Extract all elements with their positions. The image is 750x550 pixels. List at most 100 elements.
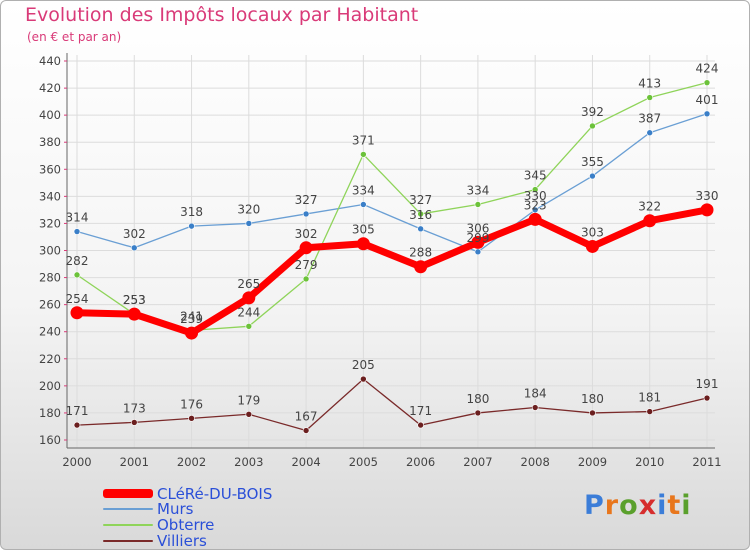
y-tick-label: 160 bbox=[39, 433, 61, 447]
data-point-cl-r-du-bois bbox=[471, 235, 485, 249]
data-point-cl-r-du-bois bbox=[585, 239, 599, 253]
y-tick-label: 400 bbox=[39, 108, 61, 122]
data-label-cl-r-du-bois: 322 bbox=[638, 200, 661, 214]
data-point-murs bbox=[188, 222, 195, 230]
chart-subtitle: (en € et par an) bbox=[27, 30, 122, 44]
logo-letter: o bbox=[619, 490, 639, 521]
logo-letter: P bbox=[584, 490, 605, 521]
data-point-obterre bbox=[589, 122, 596, 130]
data-label-cl-r-du-bois: 265 bbox=[237, 277, 260, 291]
data-label-obterre: 334 bbox=[466, 183, 489, 197]
series-line-obterre bbox=[76, 82, 708, 332]
data-point-obterre bbox=[474, 201, 482, 208]
y-tick-label: 200 bbox=[39, 379, 61, 393]
data-label-cl-r-du-bois: 253 bbox=[123, 293, 146, 307]
data-label-villiers: 181 bbox=[638, 391, 661, 405]
x-tick-label: 2004 bbox=[291, 455, 320, 469]
data-point-murs bbox=[360, 201, 367, 208]
data-label-murs: 314 bbox=[66, 211, 89, 225]
y-tick-label: 380 bbox=[39, 135, 61, 149]
data-label-cl-r-du-bois: 254 bbox=[66, 292, 89, 306]
data-point-cl-r-du-bois bbox=[299, 241, 313, 255]
data-point-villiers bbox=[703, 394, 711, 402]
y-tick-label: 420 bbox=[39, 81, 61, 95]
data-point-villiers bbox=[531, 404, 539, 411]
data-label-cl-r-du-bois: 323 bbox=[524, 198, 547, 212]
data-label-murs: 320 bbox=[237, 202, 260, 216]
data-point-murs bbox=[589, 172, 596, 180]
data-point-cl-r-du-bois bbox=[127, 307, 141, 321]
data-label-murs: 299 bbox=[466, 231, 489, 245]
legend-swatch-clere-du-bois bbox=[103, 489, 153, 498]
data-label-obterre: 424 bbox=[696, 62, 719, 76]
data-point-obterre bbox=[245, 322, 253, 330]
data-point-villiers bbox=[130, 419, 138, 426]
x-tick-label: 2002 bbox=[177, 455, 206, 469]
data-label-obterre: 279 bbox=[295, 258, 318, 272]
data-point-villiers bbox=[302, 427, 310, 434]
data-label-murs: 318 bbox=[180, 205, 203, 219]
data-label-murs: 387 bbox=[638, 112, 661, 126]
data-point-murs bbox=[302, 210, 310, 218]
legend-label-obterre: Obterre bbox=[157, 516, 215, 534]
data-point-villiers bbox=[245, 410, 253, 418]
data-label-villiers: 191 bbox=[696, 377, 719, 391]
x-tick-label: 2008 bbox=[521, 455, 550, 469]
data-label-villiers: 184 bbox=[524, 387, 547, 401]
data-label-cl-r-du-bois: 288 bbox=[409, 246, 432, 260]
x-tick-label: 2011 bbox=[692, 455, 721, 469]
data-label-villiers: 167 bbox=[295, 410, 318, 424]
y-tick-label: 240 bbox=[39, 325, 61, 339]
data-point-villiers bbox=[73, 421, 81, 429]
data-point-villiers bbox=[589, 409, 596, 417]
data-point-cl-r-du-bois bbox=[700, 203, 714, 217]
data-label-murs: 316 bbox=[409, 208, 432, 222]
x-tick-label: 2006 bbox=[406, 455, 435, 469]
series-line-cl-r-du-bois bbox=[73, 206, 711, 337]
x-tick-label: 2000 bbox=[62, 455, 91, 469]
data-label-murs: 327 bbox=[295, 193, 318, 207]
data-point-obterre bbox=[417, 210, 424, 218]
legend-label-clere-du-bois: CLéRé-DU-BOIS bbox=[157, 485, 273, 503]
data-label-obterre: 392 bbox=[581, 105, 604, 119]
data-label-obterre: 345 bbox=[524, 169, 547, 183]
legend-swatch-villiers bbox=[103, 540, 153, 542]
x-tick-label: 2003 bbox=[234, 455, 263, 469]
legend-swatch-obterre bbox=[103, 524, 153, 526]
data-point-murs bbox=[646, 129, 654, 137]
y-tick-label: 260 bbox=[39, 298, 61, 312]
data-point-murs bbox=[73, 228, 81, 235]
data-label-obterre: 282 bbox=[66, 254, 89, 268]
data-label-villiers: 173 bbox=[123, 401, 146, 415]
data-point-murs bbox=[703, 110, 711, 118]
data-label-obterre: 244 bbox=[237, 305, 260, 319]
logo-letter: i bbox=[681, 490, 692, 521]
data-point-villiers bbox=[360, 375, 367, 383]
logo-letter: x bbox=[638, 490, 658, 521]
y-tick-label: 300 bbox=[39, 244, 61, 258]
logo-letter: t bbox=[667, 490, 682, 521]
data-label-cl-r-du-bois: 302 bbox=[295, 227, 318, 241]
legend-label-murs: Murs bbox=[157, 500, 194, 518]
data-label-villiers: 176 bbox=[180, 397, 203, 411]
data-point-cl-r-du-bois bbox=[414, 260, 428, 274]
data-point-cl-r-du-bois bbox=[185, 326, 199, 340]
data-point-cl-r-du-bois bbox=[70, 306, 84, 320]
data-point-obterre bbox=[531, 186, 539, 193]
data-label-murs: 302 bbox=[123, 227, 146, 241]
data-label-cl-r-du-bois: 306 bbox=[466, 221, 489, 235]
y-tick-label: 360 bbox=[39, 162, 61, 176]
series bbox=[70, 79, 714, 434]
y-tick-label: 220 bbox=[39, 352, 61, 366]
data-point-obterre bbox=[646, 94, 654, 101]
data-label-obterre: 371 bbox=[352, 133, 375, 147]
data-point-murs bbox=[130, 244, 138, 252]
data-label-cl-r-du-bois: 305 bbox=[352, 223, 375, 237]
legend-label-villiers: Villiers bbox=[157, 532, 207, 550]
data-point-villiers bbox=[417, 421, 424, 429]
data-point-villiers bbox=[474, 409, 482, 417]
data-point-murs bbox=[245, 220, 253, 227]
data-label-cl-r-du-bois: 239 bbox=[180, 312, 203, 326]
